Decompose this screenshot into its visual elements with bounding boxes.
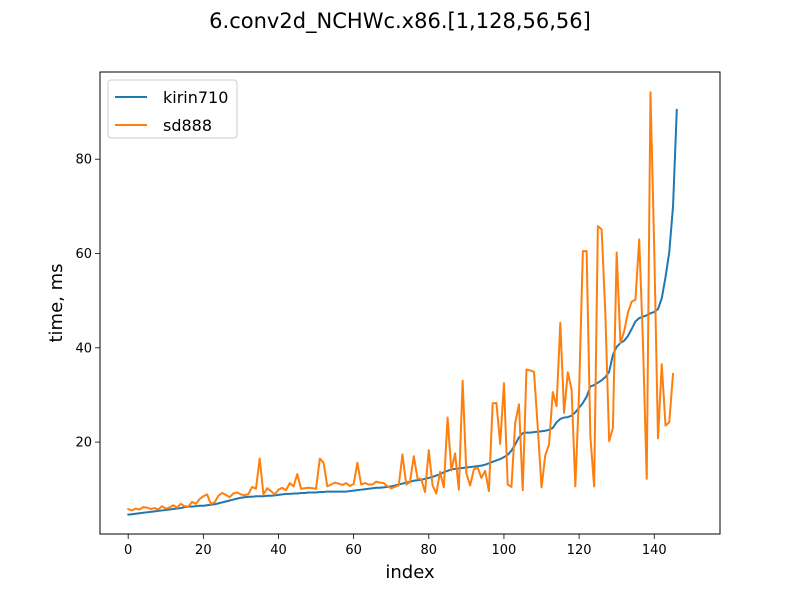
series-line-kirin710 <box>127 108 678 516</box>
x-tick-label: 20 <box>195 543 212 558</box>
y-axis-ticks: 20 40 60 80 <box>75 153 100 451</box>
series-line-sd888 <box>127 91 675 512</box>
x-tick-label: 0 <box>124 543 132 558</box>
x-tick-label: 80 <box>421 543 438 558</box>
plot-frame <box>99 71 721 535</box>
y-tick-label: 60 <box>75 247 92 262</box>
x-tick-label: 40 <box>270 543 287 558</box>
x-axis-label: index <box>385 562 435 583</box>
y-tick-label: 80 <box>75 153 92 168</box>
legend-label-sd888: sd888 <box>163 116 212 135</box>
legend: kirin710 sd888 <box>107 79 238 139</box>
y-tick-label: 40 <box>75 341 92 356</box>
series-lines <box>127 91 678 516</box>
x-tick-label: 100 <box>492 543 517 558</box>
x-tick-label: 120 <box>567 543 592 558</box>
y-axis-label: time, ms <box>46 263 67 342</box>
chart-title: 6.conv2d_NCHWc.x86.[1,128,56,56] <box>209 9 591 34</box>
plot-area: 0 20 40 60 80 100 120 140 20 40 60 80 <box>75 71 721 558</box>
legend-box <box>107 79 238 139</box>
x-axis-ticks: 0 20 40 60 80 100 120 140 <box>124 534 667 558</box>
x-tick-label: 140 <box>642 543 667 558</box>
y-tick-label: 20 <box>75 436 92 451</box>
x-tick-label: 60 <box>345 543 362 558</box>
legend-label-kirin710: kirin710 <box>163 88 228 107</box>
